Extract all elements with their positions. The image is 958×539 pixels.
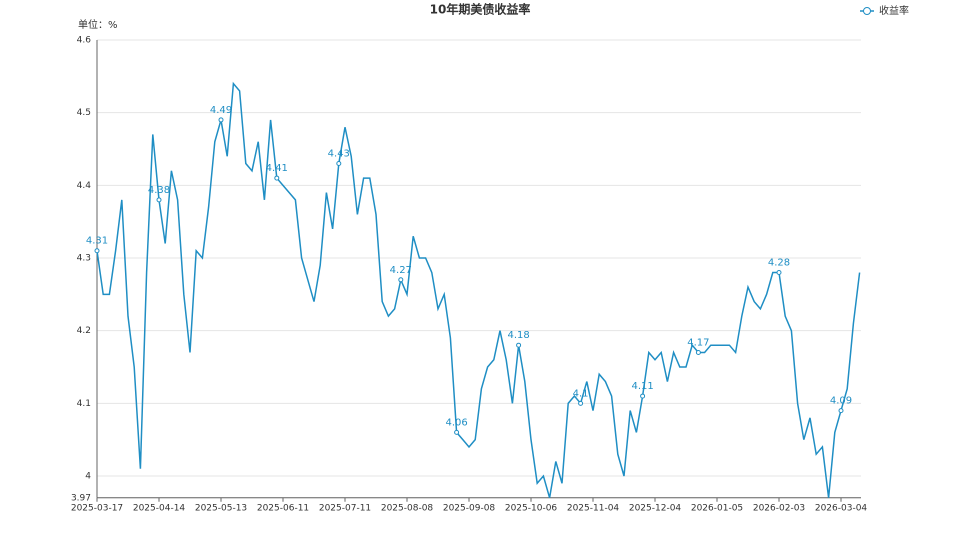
x-tick-label: 2025-05-13	[195, 503, 247, 513]
legend-label: 收益率	[879, 4, 909, 17]
y-axis-unit: 单位：%	[78, 18, 118, 31]
point-marker	[516, 342, 522, 348]
y-tick-label: 4.2	[77, 326, 91, 336]
x-tick-label: 2025-08-08	[381, 503, 434, 513]
data-label: 4.43	[328, 149, 350, 160]
x-tick-label: 2026-01-05	[691, 503, 743, 513]
x-tick-label: 2025-07-11	[319, 503, 371, 513]
point-marker	[838, 408, 844, 414]
data-label: 4.38	[148, 185, 170, 196]
point-marker	[776, 270, 782, 276]
data-label: 4.06	[445, 417, 467, 428]
data-label: 4.11	[631, 381, 653, 392]
point-marker	[695, 349, 701, 355]
x-tick-label: 2025-11-04	[567, 503, 620, 513]
point-marker	[398, 277, 404, 283]
data-label: 4.49	[210, 105, 232, 116]
y-tick-label: 4.1	[77, 399, 91, 409]
data-label: 4.1	[573, 388, 589, 399]
x-tick-label: 2025-10-06	[505, 503, 558, 513]
x-tick-label: 2026-03-04	[815, 503, 868, 513]
y-tick-label: 4.4	[77, 181, 92, 191]
data-label: 4.17	[687, 337, 709, 348]
x-tick-label: 2025-06-11	[257, 503, 309, 513]
line	[96, 81, 861, 499]
point-marker	[454, 429, 460, 435]
x-tick-label: 2026-02-03	[753, 503, 805, 513]
point-marker	[218, 117, 224, 123]
data-label: 4.28	[768, 258, 790, 269]
point-marker	[274, 175, 280, 181]
data-label: 4.31	[86, 236, 108, 247]
x-tick-label: 2025-12-04	[629, 503, 682, 513]
point-marker	[640, 393, 646, 399]
chart-title: 10年期美债收益率	[430, 2, 531, 17]
x-tick-label: 2025-09-08	[443, 503, 496, 513]
data-label: 4.41	[266, 163, 288, 174]
y-tick-label: 3.97	[71, 493, 91, 503]
data-label: 4.09	[830, 396, 852, 407]
y-tick-label: 4.5	[77, 108, 91, 118]
y-tick-label: 4	[85, 472, 91, 482]
point-marker	[156, 197, 162, 203]
x-tick-label: 2025-04-14	[133, 503, 186, 513]
y-tick-label: 4.6	[77, 36, 92, 46]
point-marker	[94, 248, 100, 254]
data-label: 4.27	[390, 265, 412, 276]
y-tick-label: 4.3	[77, 254, 91, 264]
data-label: 4.18	[507, 330, 529, 341]
point-marker	[336, 161, 342, 167]
x-tick-label: 2025-03-17	[71, 503, 123, 513]
point-marker	[578, 400, 584, 406]
legend-marker	[863, 7, 871, 15]
